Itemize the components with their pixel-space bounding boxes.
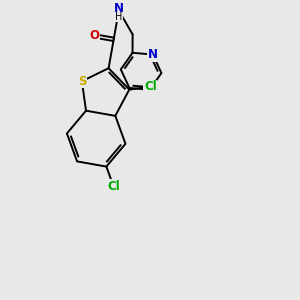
Text: S: S xyxy=(78,75,86,88)
Text: N: N xyxy=(148,48,158,61)
Text: O: O xyxy=(89,29,99,42)
Text: N: N xyxy=(114,2,124,15)
Text: Cl: Cl xyxy=(107,180,120,193)
Text: Cl: Cl xyxy=(144,80,157,93)
Text: H: H xyxy=(115,12,122,22)
